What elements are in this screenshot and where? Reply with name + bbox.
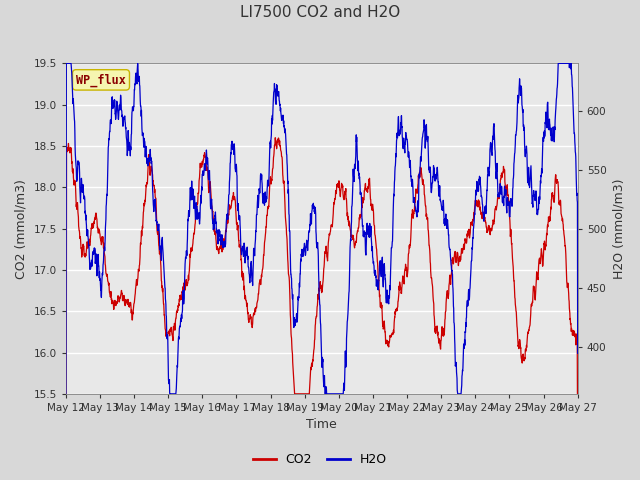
- X-axis label: Time: Time: [307, 419, 337, 432]
- Y-axis label: H2O (mmol/m3): H2O (mmol/m3): [612, 179, 625, 279]
- Y-axis label: CO2 (mmol/m3): CO2 (mmol/m3): [15, 179, 28, 278]
- Text: LI7500 CO2 and H2O: LI7500 CO2 and H2O: [240, 5, 400, 20]
- Text: WP_flux: WP_flux: [76, 73, 126, 86]
- Legend: CO2, H2O: CO2, H2O: [248, 448, 392, 471]
